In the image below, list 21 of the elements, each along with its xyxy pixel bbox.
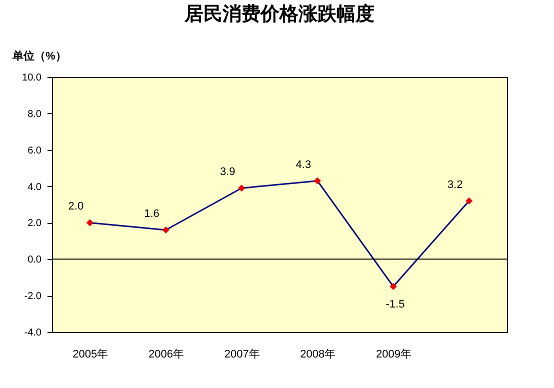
data-label: 1.6 [144, 208, 160, 220]
data-label: 4.3 [296, 158, 312, 171]
data-label: 2.0 [68, 200, 84, 213]
y-tick-label: 8.0 [28, 108, 42, 120]
y-tick-label: 4.0 [28, 182, 42, 193]
data-label: -1.5 [386, 298, 405, 310]
x-tick-label: 2008年 [300, 348, 336, 360]
y-tick-label: 10.0 [22, 72, 42, 84]
x-tick-label: 2005年 [72, 348, 108, 360]
chart-title: 居民消费价格涨跌幅度 [184, 3, 374, 25]
x-tick-label: 2009年 [376, 348, 412, 360]
y-tick-label: 6.0 [28, 145, 42, 156]
y-tick-label: 2.0 [28, 218, 42, 230]
data-label: 3.9 [220, 166, 236, 178]
y-axis-title: 单位（%） [12, 50, 66, 62]
x-tick-label: 2007年 [224, 348, 260, 360]
data-label: 3.2 [447, 178, 463, 191]
y-tick-label: -4.0 [24, 328, 42, 338]
y-tick-label: 0.0 [28, 254, 42, 266]
y-tick-label: -2.0 [24, 291, 42, 302]
x-tick-label: 2006年 [148, 348, 184, 360]
